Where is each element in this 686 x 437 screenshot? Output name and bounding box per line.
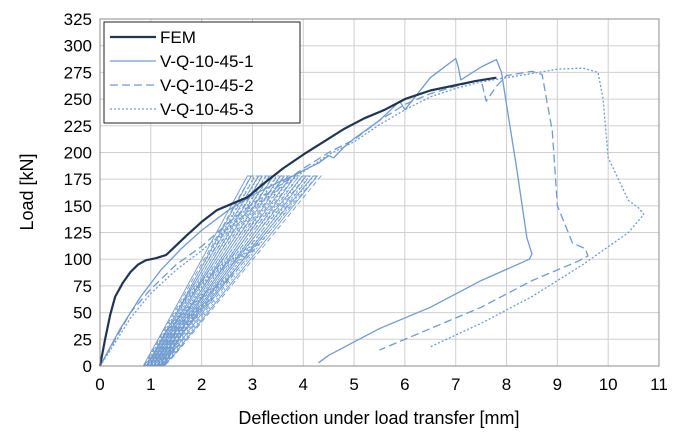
x-tick-label: 7 <box>451 375 460 394</box>
x-tick-labels: 0 1 2 3 4 5 6 7 8 9 10 11 <box>95 375 668 394</box>
loading-cycle <box>151 175 282 367</box>
x-axis-title: Deflection under load transfer [mm] <box>238 408 519 428</box>
x-tick-label: 8 <box>502 375 511 394</box>
y-tick-label: 50 <box>73 304 92 323</box>
x-tick-label: 9 <box>553 375 562 394</box>
x-tick-label: 0 <box>95 375 104 394</box>
y-tick-labels: 0 25 50 75 100 125 150 175 200 225 250 275 300 325 <box>64 10 92 376</box>
y-axis-title: Load [kN] <box>17 153 37 230</box>
x-tick-label: 10 <box>599 375 618 394</box>
y-tick-label: 200 <box>64 143 92 162</box>
y-tick-label: 150 <box>64 197 92 216</box>
y-tick-label: 275 <box>64 63 92 82</box>
x-tick-label: 3 <box>248 375 257 394</box>
y-tick-label: 250 <box>64 90 92 109</box>
x-tick-label: 1 <box>146 375 155 394</box>
legend-box <box>103 21 301 124</box>
grid <box>100 19 659 366</box>
series-line-v-q-10-45-1 <box>99 57 533 367</box>
loading-cycle <box>155 175 293 367</box>
loading-cycle <box>145 175 260 367</box>
legend-label-fem: FEM <box>160 28 196 47</box>
series-line-fem <box>98 76 497 367</box>
series-line-v-q-10-45-3 <box>99 67 645 367</box>
x-tick-label: 4 <box>299 375 308 394</box>
legend-label-v-q-10-45-3: V-Q-10-45-3 <box>160 100 254 119</box>
loading-cycle <box>164 175 322 367</box>
plot-frame <box>99 18 660 367</box>
legend-label-v-q-10-45-1: V-Q-10-45-1 <box>160 52 254 71</box>
y-tick-label: 0 <box>83 357 92 376</box>
loading-cycle <box>154 175 289 367</box>
y-tick-label: 225 <box>64 117 92 136</box>
legend-label-v-q-10-45-2: V-Q-10-45-2 <box>160 76 254 95</box>
x-tick-label: 11 <box>650 375 668 394</box>
y-tick-label: 100 <box>64 250 92 269</box>
y-tick-label: 75 <box>73 277 92 296</box>
loading-cycle <box>162 175 319 367</box>
x-tick-label: 5 <box>349 375 358 394</box>
x-tick-label: 2 <box>197 375 206 394</box>
y-tick-label: 25 <box>73 330 92 349</box>
x-tick-label: 6 <box>400 375 409 394</box>
loading-cycle <box>143 175 256 367</box>
y-tick-label: 300 <box>64 37 92 56</box>
y-tick-label: 325 <box>64 10 92 29</box>
y-tick-label: 175 <box>64 170 92 189</box>
legend: FEM V-Q-10-45-1 V-Q-10-45-2 V-Q-10-45-3 <box>103 21 301 124</box>
loading-cycle <box>148 175 271 367</box>
y-tick-label: 125 <box>64 224 92 243</box>
series-lines <box>98 57 645 367</box>
